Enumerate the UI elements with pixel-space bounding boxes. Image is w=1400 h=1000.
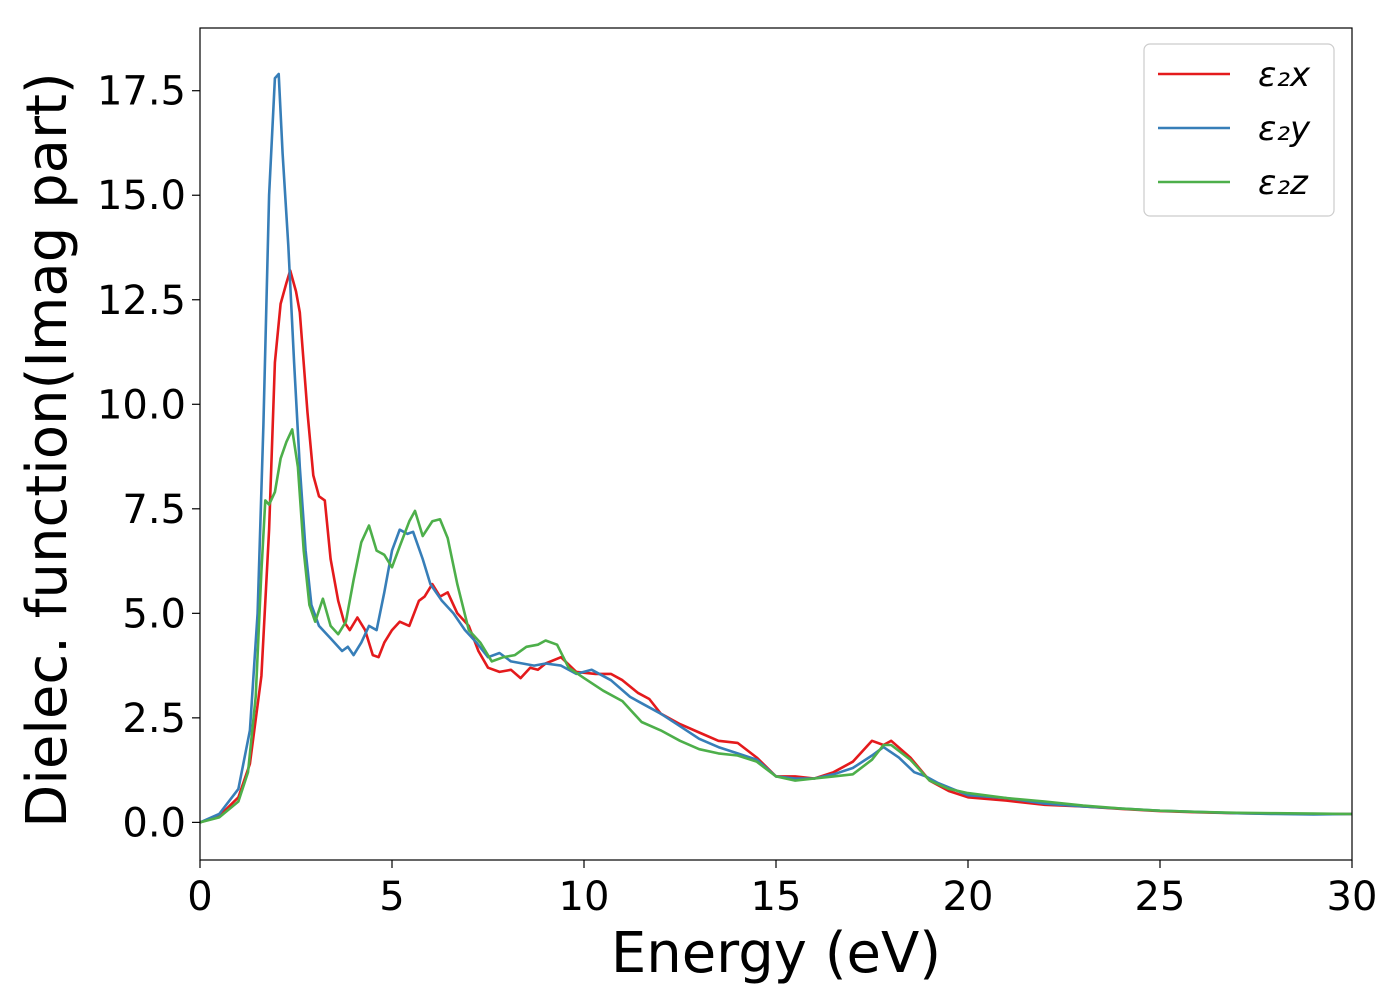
legend: ε₂x ε₂y ε₂z (1143, 43, 1335, 217)
y-tick-label: 7.5 (122, 487, 186, 533)
y-tick-label: 12.5 (97, 278, 186, 324)
x-tick-label: 20 (943, 874, 994, 920)
y-tick-label: 10.0 (97, 382, 186, 428)
x-tick-label: 15 (751, 874, 802, 920)
series-line-0 (199, 269, 1352, 824)
legend-label-1: ε₂y (1258, 109, 1311, 149)
y-tick-label: 2.5 (122, 696, 186, 742)
legend-label-0: ε₂x (1258, 55, 1311, 95)
y-axis-title: Dielec. function(Imag part) (15, 72, 80, 828)
x-tick-label: 30 (1327, 874, 1378, 920)
x-axis-ticks: 0 5 10 15 20 25 30 (187, 860, 1377, 920)
x-tick-label: 10 (559, 874, 610, 920)
plot-lines (199, 72, 1353, 824)
y-tick-label: 5.0 (122, 591, 186, 637)
y-axis-ticks: 0.0 2.5 5.0 7.5 10.0 12.5 15.0 17.5 (97, 69, 200, 846)
legend-label-2: ε₂z (1258, 163, 1309, 203)
legend-box (1143, 43, 1335, 217)
y-tick-label: 0.0 (122, 800, 186, 846)
y-tick-label: 17.5 (97, 69, 186, 115)
series-line-2 (199, 428, 1353, 824)
x-tick-label: 25 (1135, 874, 1186, 920)
x-tick-label: 0 (187, 874, 212, 920)
x-tick-label: 5 (379, 874, 404, 920)
x-axis-title: Energy (eV) (611, 921, 941, 986)
y-tick-label: 15.0 (97, 173, 186, 219)
series-line-1 (199, 72, 1353, 824)
